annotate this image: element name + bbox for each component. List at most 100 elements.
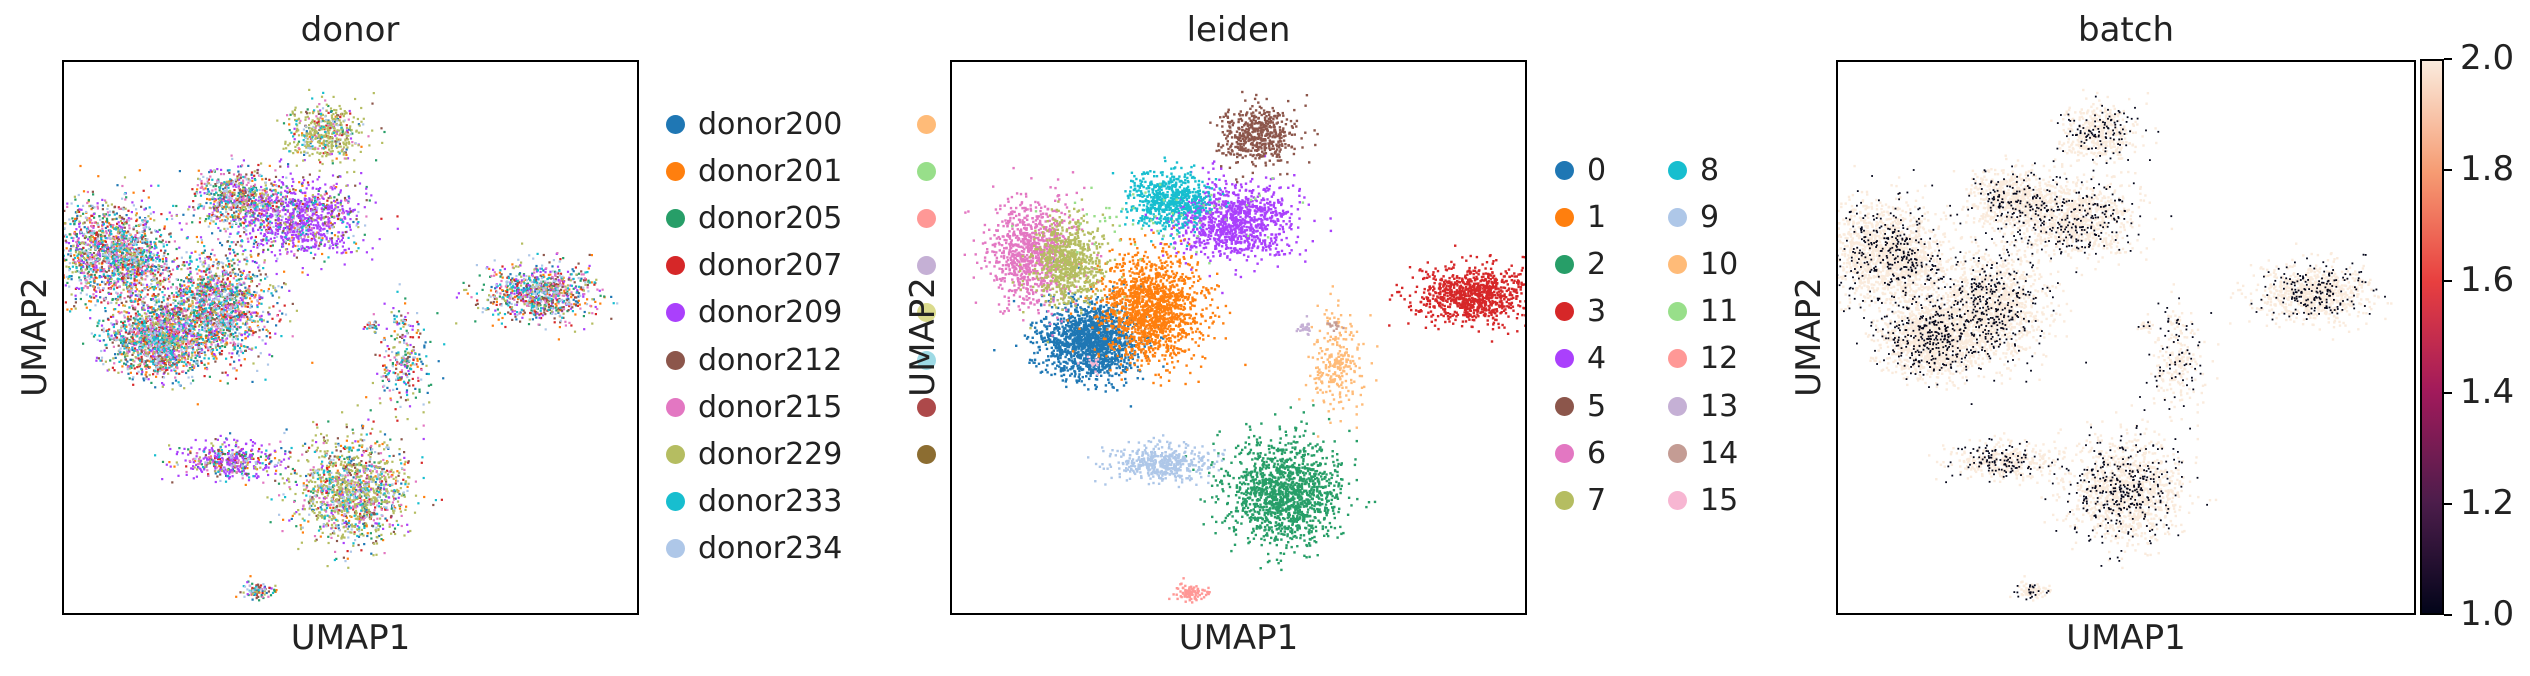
donor-points-8 bbox=[64, 91, 615, 596]
legend-item: 10 bbox=[1668, 244, 1738, 284]
legend-marker bbox=[917, 397, 936, 417]
legend-item: 9 bbox=[1668, 197, 1719, 237]
legend-marker bbox=[1668, 302, 1687, 322]
legend-marker bbox=[1555, 396, 1574, 416]
colorbar bbox=[2420, 59, 2444, 615]
cluster-points-2 bbox=[1184, 404, 1377, 572]
legend-item: donor233 bbox=[666, 482, 842, 522]
y-axis-label-leiden: UMAP2 bbox=[903, 277, 943, 397]
legend-label: 10 bbox=[1700, 247, 1738, 282]
legend-item: 2 bbox=[1555, 244, 1606, 284]
batch-points-low bbox=[1838, 95, 2386, 601]
legend-item: 4 bbox=[1555, 339, 1606, 379]
legend-marker bbox=[666, 539, 685, 559]
legend-item: donor212 bbox=[666, 340, 842, 380]
cluster-points-8 bbox=[1111, 156, 1230, 247]
legend-marker bbox=[917, 256, 936, 276]
legend-label: donor209 bbox=[698, 295, 842, 330]
scatter-plot-donor bbox=[62, 60, 639, 615]
legend-marker bbox=[666, 444, 685, 464]
legend-label: donor215 bbox=[698, 390, 842, 425]
umap-points bbox=[1838, 88, 2393, 602]
legend-label: donor229 bbox=[698, 437, 842, 472]
cluster-points-14 bbox=[1326, 321, 1345, 332]
cluster-points-15 bbox=[1077, 355, 1100, 376]
legend-item: 15 bbox=[1668, 480, 1738, 520]
donor-points-7 bbox=[64, 88, 598, 596]
legend-marker bbox=[666, 161, 685, 181]
legend-marker bbox=[1668, 490, 1687, 510]
legend-marker bbox=[666, 208, 685, 228]
legend-item: 1 bbox=[1555, 197, 1606, 237]
colorbar-tick-mark bbox=[2444, 169, 2452, 172]
x-axis-label-leiden: UMAP1 bbox=[950, 618, 1527, 658]
umap-points bbox=[64, 88, 619, 602]
legend-marker bbox=[917, 208, 936, 228]
legend-label: donor201 bbox=[698, 154, 842, 189]
legend-marker bbox=[1555, 490, 1574, 510]
legend-item: 6 bbox=[1555, 433, 1606, 473]
cluster-points-1 bbox=[1066, 218, 1247, 387]
legend-marker bbox=[1555, 207, 1574, 227]
colorbar-tick-mark bbox=[2444, 614, 2452, 616]
legend-item-clipped bbox=[917, 151, 949, 191]
panel-title-donor: donor bbox=[62, 10, 638, 50]
legend-item: donor207 bbox=[666, 246, 842, 286]
legend-marker bbox=[1555, 254, 1574, 274]
legend-marker bbox=[666, 492, 685, 512]
legend-label: donor233 bbox=[698, 484, 842, 519]
legend-item: donor201 bbox=[666, 151, 842, 191]
legend-label: donor205 bbox=[698, 201, 842, 236]
legend-marker bbox=[1555, 302, 1574, 322]
legend-item: donor215 bbox=[666, 387, 842, 427]
cluster-points-10 bbox=[1298, 285, 1379, 438]
legend-marker bbox=[1668, 207, 1687, 227]
legend-item: 12 bbox=[1668, 339, 1738, 379]
legend-label: 14 bbox=[1700, 436, 1738, 471]
legend-marker bbox=[917, 303, 936, 323]
legend-label: 4 bbox=[1587, 341, 1606, 376]
legend-item: 0 bbox=[1555, 150, 1606, 190]
colorbar-tick-mark bbox=[2444, 58, 2452, 60]
legend-item-clipped bbox=[917, 340, 949, 380]
donor-points-4 bbox=[64, 109, 601, 596]
x-axis-label-donor: UMAP1 bbox=[62, 618, 639, 658]
colorbar-tick-label: 1.6 bbox=[2460, 260, 2514, 300]
legend-marker bbox=[1555, 160, 1574, 180]
cluster-points-5 bbox=[1209, 90, 1319, 184]
cluster-points-7 bbox=[1011, 198, 1126, 344]
y-axis-label-donor: UMAP2 bbox=[15, 277, 55, 397]
legend-item: donor229 bbox=[666, 434, 842, 474]
legend-label: 9 bbox=[1700, 200, 1719, 235]
scatter-plot-leiden bbox=[950, 60, 1527, 615]
legend-item-clipped bbox=[917, 246, 949, 286]
panel-title-batch: batch bbox=[1836, 10, 2416, 50]
legend-item-clipped bbox=[917, 293, 949, 333]
legend-label: 7 bbox=[1587, 483, 1606, 518]
batch-points-high bbox=[1838, 88, 2393, 602]
colorbar-tick-label: 1.4 bbox=[2460, 372, 2514, 412]
legend-marker bbox=[1668, 396, 1687, 416]
legend-label: 11 bbox=[1700, 294, 1738, 329]
legend-item: donor209 bbox=[666, 293, 842, 333]
legend-label: 8 bbox=[1700, 153, 1719, 188]
cluster-points-9 bbox=[1087, 434, 1226, 489]
cluster-points-3 bbox=[1388, 244, 1525, 343]
colorbar-tick-mark bbox=[2444, 391, 2452, 394]
y-axis-label-batch: UMAP2 bbox=[1789, 277, 1829, 397]
legend-marker bbox=[1555, 349, 1574, 369]
legend-item: 7 bbox=[1555, 480, 1606, 520]
legend-marker bbox=[666, 256, 685, 276]
legend-label: 15 bbox=[1700, 483, 1738, 518]
colorbar-tick-label: 2.0 bbox=[2460, 38, 2514, 78]
x-axis-label-batch: UMAP1 bbox=[1836, 618, 2416, 658]
legend-label: 5 bbox=[1587, 389, 1606, 424]
legend-label: 12 bbox=[1700, 341, 1738, 376]
legend-marker bbox=[1668, 443, 1687, 463]
legend-item: 13 bbox=[1668, 386, 1738, 426]
legend-marker bbox=[666, 114, 685, 134]
legend-label: 1 bbox=[1587, 200, 1606, 235]
colorbar-tick-label: 1.8 bbox=[2460, 149, 2514, 189]
legend-label: 13 bbox=[1700, 389, 1738, 424]
legend-marker bbox=[666, 303, 685, 323]
